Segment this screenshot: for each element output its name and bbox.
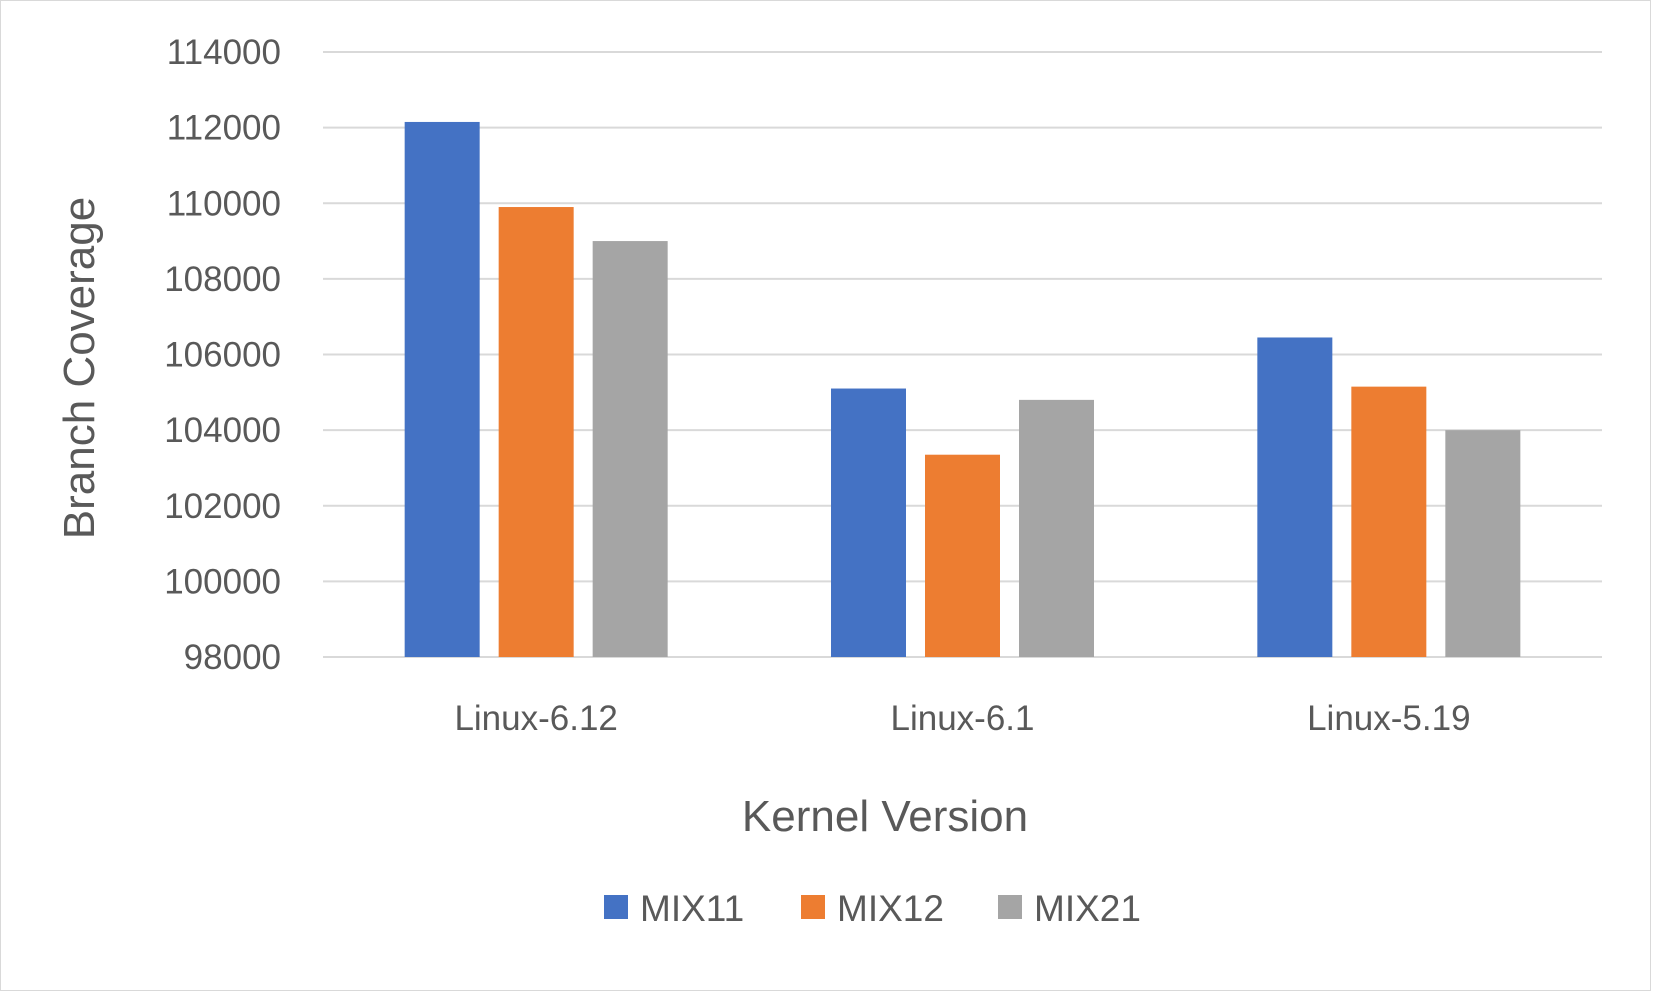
bar-mix12-linux-6-12 [498, 207, 574, 657]
legend-swatch-mix11 [604, 895, 628, 919]
legend-swatch-mix12 [801, 895, 825, 919]
y-tick-label: 110000 [167, 184, 281, 223]
legend-label-mix21: MIX21 [1034, 888, 1141, 929]
bar-mix11-linux-6-12 [404, 121, 480, 657]
bar-mix11-linux-5-19 [1257, 337, 1333, 657]
bar-mix11-linux-6-1 [831, 388, 906, 657]
x-axis-tick-labels: Linux-6.12 Linux-6.1 Linux-5.19 [454, 699, 1470, 738]
y-tick-label: 114000 [167, 33, 281, 72]
x-tick-label: Linux-6.1 [891, 699, 1035, 738]
legend-label-mix12: MIX12 [837, 888, 944, 929]
x-tick-label: Linux-6.12 [454, 699, 617, 738]
y-tick-label: 108000 [164, 260, 281, 299]
y-axis-tick-labels: 98000 100000 102000 104000 106000 108000 11000… [164, 33, 281, 677]
legend-swatch-mix21 [998, 895, 1022, 919]
legend-label-mix11: MIX11 [640, 888, 744, 929]
y-tick-label: 104000 [164, 411, 281, 450]
bar-mix21-linux-6-1 [1019, 399, 1094, 657]
bars [404, 121, 1521, 657]
y-tick-label: 98000 [184, 638, 281, 677]
bar-mix21-linux-5-19 [1445, 430, 1521, 657]
y-tick-label: 102000 [164, 487, 281, 526]
y-tick-label: 112000 [167, 109, 281, 148]
bar-mix12-linux-5-19 [1351, 386, 1427, 657]
bar-mix12-linux-6-1 [925, 454, 1000, 657]
x-axis-title: Kernel Version [742, 792, 1028, 841]
bar-mix21-linux-6-12 [592, 241, 668, 657]
legend: MIX11 MIX12 MIX21 [604, 888, 1141, 929]
y-tick-label: 100000 [164, 562, 281, 601]
x-tick-label: Linux-5.19 [1307, 699, 1470, 738]
y-axis-title: Branch Coverage [55, 197, 104, 539]
y-tick-label: 106000 [164, 336, 281, 375]
